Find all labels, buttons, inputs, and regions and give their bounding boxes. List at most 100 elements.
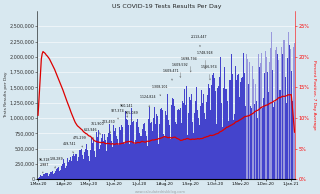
Bar: [70, 157, 71, 179]
Bar: [50, 172, 51, 179]
Bar: [286, 103, 287, 179]
Bar: [184, 89, 185, 179]
Bar: [269, 62, 270, 179]
Bar: [145, 132, 146, 179]
Bar: [159, 125, 160, 179]
Bar: [99, 149, 100, 179]
Bar: [213, 73, 214, 179]
Bar: [146, 136, 147, 179]
Bar: [78, 157, 79, 179]
Bar: [260, 63, 261, 179]
Bar: [152, 131, 153, 179]
Bar: [143, 124, 144, 179]
Bar: [281, 47, 282, 179]
Bar: [287, 58, 288, 179]
Bar: [49, 174, 50, 179]
Bar: [57, 170, 58, 179]
Bar: [290, 49, 291, 179]
Bar: [223, 88, 224, 179]
Text: 1,609,592: 1,609,592: [172, 63, 189, 78]
Bar: [251, 108, 252, 179]
Bar: [276, 47, 277, 179]
Text: 128,289: 128,289: [49, 157, 63, 168]
Bar: [41, 176, 42, 179]
Bar: [234, 114, 235, 179]
Bar: [138, 127, 139, 179]
Bar: [107, 137, 108, 179]
Bar: [40, 176, 41, 179]
Bar: [188, 113, 189, 179]
Bar: [264, 73, 265, 179]
Bar: [229, 80, 230, 179]
Bar: [51, 172, 52, 179]
Bar: [283, 28, 284, 179]
Bar: [192, 122, 193, 179]
Bar: [282, 54, 283, 179]
Bar: [272, 70, 273, 179]
Bar: [139, 115, 140, 179]
Bar: [198, 118, 199, 179]
Bar: [92, 143, 93, 179]
Bar: [185, 105, 186, 179]
Bar: [289, 45, 290, 179]
Bar: [44, 174, 45, 179]
Bar: [58, 167, 59, 179]
Bar: [220, 102, 221, 179]
Bar: [118, 145, 119, 179]
Bar: [279, 90, 280, 179]
Bar: [72, 156, 73, 179]
Bar: [238, 74, 239, 179]
Bar: [239, 97, 240, 179]
Bar: [268, 107, 269, 179]
Text: 1,308,101: 1,308,101: [151, 85, 168, 96]
Text: 1,698,794: 1,698,794: [181, 57, 198, 72]
Text: 927,374: 927,374: [111, 109, 124, 119]
Bar: [214, 78, 215, 179]
Bar: [197, 110, 198, 179]
Bar: [137, 119, 138, 179]
Bar: [155, 124, 156, 179]
Bar: [90, 150, 91, 179]
Bar: [38, 178, 39, 179]
Bar: [210, 110, 211, 179]
Text: 475,299: 475,299: [73, 136, 86, 147]
Bar: [115, 127, 116, 179]
Bar: [246, 54, 247, 179]
Bar: [88, 156, 89, 179]
Bar: [135, 140, 136, 179]
Bar: [45, 173, 46, 179]
Bar: [263, 98, 264, 179]
Text: 703,450: 703,450: [101, 120, 115, 133]
Bar: [76, 157, 77, 179]
Bar: [170, 139, 171, 179]
Bar: [67, 163, 68, 179]
Bar: [140, 136, 141, 179]
Bar: [294, 43, 295, 179]
Bar: [274, 102, 275, 179]
Bar: [261, 53, 262, 179]
Bar: [54, 173, 55, 179]
Bar: [157, 116, 158, 179]
Bar: [186, 86, 187, 179]
Bar: [94, 151, 95, 179]
Bar: [105, 133, 106, 179]
Bar: [228, 120, 229, 179]
Bar: [113, 125, 114, 179]
Bar: [207, 95, 208, 179]
Bar: [100, 152, 101, 179]
Bar: [224, 67, 225, 179]
Bar: [230, 80, 231, 179]
Bar: [52, 172, 53, 179]
Bar: [149, 107, 150, 179]
Bar: [61, 166, 62, 179]
Bar: [193, 133, 194, 179]
Bar: [248, 84, 249, 179]
Bar: [132, 122, 133, 179]
Bar: [226, 89, 227, 179]
Bar: [127, 120, 128, 179]
Text: 96,318
2,987: 96,318 2,987: [39, 158, 51, 173]
Bar: [216, 124, 217, 179]
Bar: [242, 77, 243, 179]
Bar: [85, 149, 86, 179]
Bar: [101, 138, 102, 179]
